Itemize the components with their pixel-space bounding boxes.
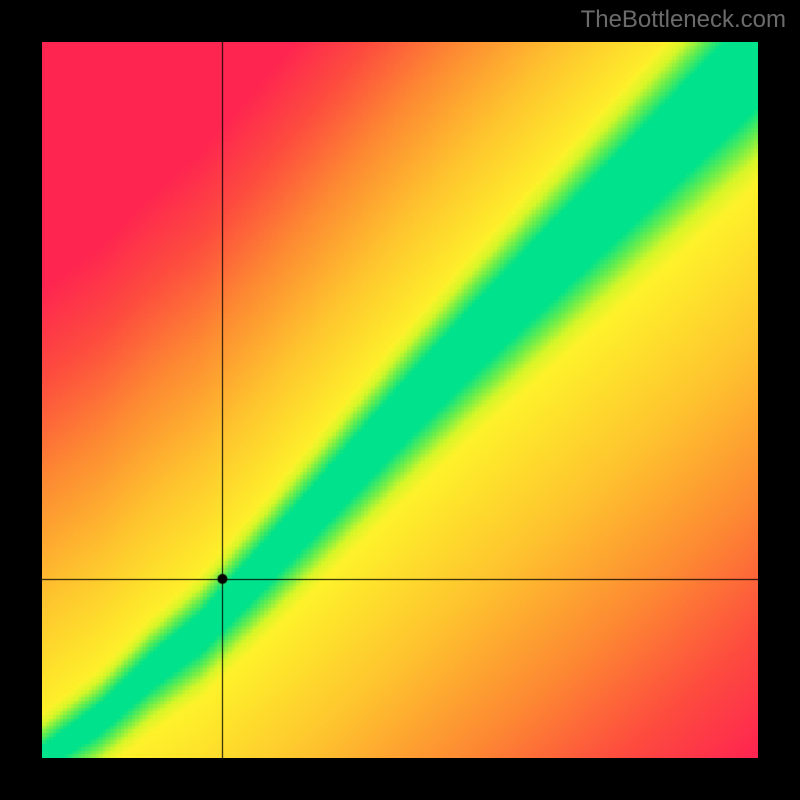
heatmap-canvas — [42, 42, 758, 758]
plot-frame — [42, 42, 758, 758]
watermark: TheBottleneck.com — [581, 6, 786, 34]
chart-container: TheBottleneck.com — [0, 0, 800, 800]
